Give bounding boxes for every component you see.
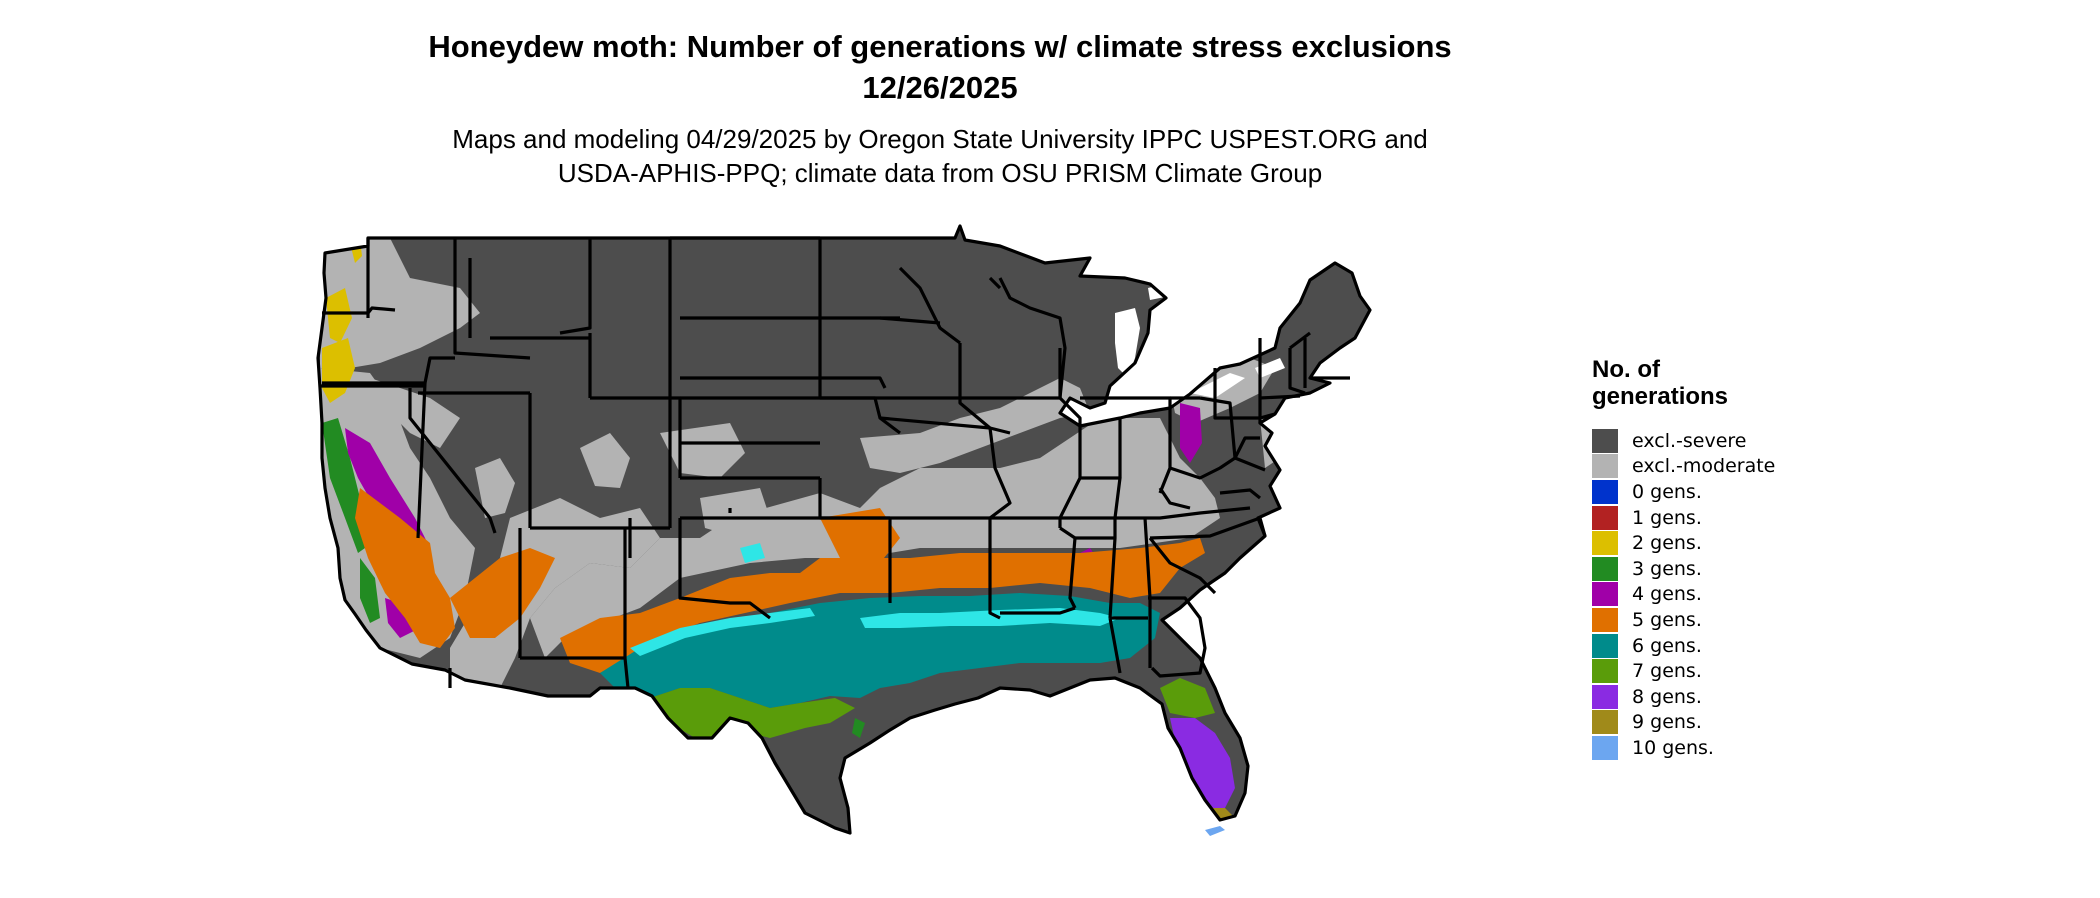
legend-item: 4 gens. xyxy=(1592,582,1775,608)
legend-swatch xyxy=(1592,684,1618,709)
legend-title-line-1: No. of xyxy=(1592,356,1660,383)
title-line-1: Honeydew moth: Number of generations w/ … xyxy=(428,29,1452,64)
legend-label: 7 gens. xyxy=(1632,660,1702,683)
great-lakes xyxy=(1115,280,1285,398)
legend-item: 9 gens. xyxy=(1592,710,1775,736)
legend-label: excl.-moderate xyxy=(1632,455,1776,478)
state-boundaries xyxy=(316,224,1372,835)
legend-label: 8 gens. xyxy=(1632,685,1702,708)
legend-label: 10 gens. xyxy=(1632,736,1714,759)
legend-swatch xyxy=(1592,454,1618,479)
legend-item: 2 gens. xyxy=(1592,530,1775,556)
legend-item: excl.-severe xyxy=(1592,428,1775,454)
legend-item: 8 gens. xyxy=(1592,684,1775,710)
legend-swatch xyxy=(1592,633,1618,658)
map-fill-layers xyxy=(318,226,1370,833)
legend-item: 7 gens. xyxy=(1592,658,1775,684)
map-subtitle: Maps and modeling 04/29/2025 by Oregon S… xyxy=(300,122,1580,190)
legend-swatch xyxy=(1592,659,1618,684)
legend-swatch xyxy=(1592,479,1618,504)
legend-swatch xyxy=(1592,735,1618,760)
legend-label: 9 gens. xyxy=(1632,711,1702,734)
legend-item: 5 gens. xyxy=(1592,607,1775,633)
legend-item: excl.-moderate xyxy=(1592,454,1775,480)
legend-label: 6 gens. xyxy=(1632,634,1702,657)
legend-swatch xyxy=(1592,607,1618,632)
legend-item: 6 gens. xyxy=(1592,633,1775,659)
legend-swatch xyxy=(1592,531,1618,556)
legend-label: 1 gens. xyxy=(1632,506,1702,529)
legend-item: 10 gens. xyxy=(1592,735,1775,761)
legend-swatch xyxy=(1592,556,1618,581)
title-date: 12/26/2025 xyxy=(862,70,1018,105)
legend-label: 4 gens. xyxy=(1632,583,1702,606)
region-10-gens xyxy=(1205,826,1225,836)
legend: No. of generations excl.-severe excl.-mod… xyxy=(1592,356,1775,761)
legend-swatch xyxy=(1592,505,1618,530)
legend-label: 3 gens. xyxy=(1632,557,1702,580)
legend-item: 1 gens. xyxy=(1592,505,1775,531)
region-3-gens xyxy=(322,418,865,738)
legend-item: 3 gens. xyxy=(1592,556,1775,582)
legend-label: 5 gens. xyxy=(1632,608,1702,631)
legend-swatch xyxy=(1592,710,1618,735)
legend-items: excl.-severe excl.-moderate 0 gens. 1 gens.… xyxy=(1592,428,1775,761)
us-generations-map xyxy=(316,224,1372,836)
subtitle-line-1: Maps and modeling 04/29/2025 by Oregon S… xyxy=(452,124,1428,154)
legend-swatch xyxy=(1592,428,1618,453)
legend-label: 0 gens. xyxy=(1632,480,1702,503)
map-title: Honeydew moth: Number of generations w/ … xyxy=(300,26,1580,108)
legend-label: 2 gens. xyxy=(1632,532,1702,555)
legend-title: No. of generations xyxy=(1592,356,1775,410)
legend-title-line-2: generations xyxy=(1592,383,1729,410)
legend-label: excl.-severe xyxy=(1632,429,1747,452)
legend-swatch xyxy=(1592,582,1618,607)
region-5-gens xyxy=(355,488,1205,673)
subtitle-line-2: USDA-APHIS-PPQ; climate data from OSU PR… xyxy=(557,158,1323,188)
legend-item: 0 gens. xyxy=(1592,479,1775,505)
